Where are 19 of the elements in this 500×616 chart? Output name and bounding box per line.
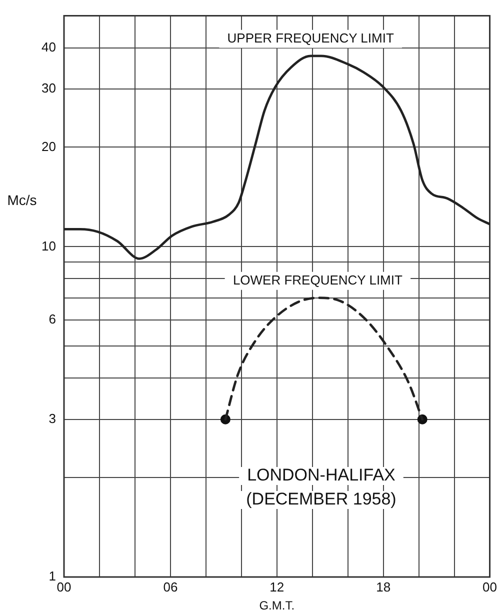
- x-tick-label: 00: [482, 579, 498, 594]
- y-axis-title: Mc/s: [7, 192, 37, 208]
- annotation: (DECEMBER 1958): [246, 490, 396, 509]
- y-tick-label: 3: [48, 410, 56, 426]
- y-tick-label: 6: [48, 312, 56, 327]
- x-tick-label: 06: [163, 579, 178, 594]
- x-tick-label: 12: [270, 579, 284, 594]
- y-tick-label: 10: [42, 238, 56, 254]
- y-tick-label: 40: [42, 39, 56, 54]
- y-tick-label: 1: [48, 568, 56, 584]
- series-label: UPPER FREQUENCY LIMIT: [227, 30, 394, 46]
- y-tick-label: 20: [42, 138, 56, 154]
- y-tick-label: 30: [42, 80, 56, 96]
- x-tick-label: 18: [376, 579, 391, 594]
- x-tick-label: 00: [56, 579, 72, 594]
- x-axis-title: G.M.T.: [259, 598, 295, 612]
- series-label: LOWER FREQUENCY LIMIT: [232, 272, 402, 288]
- line-series: [64, 54, 490, 260]
- annotation: LONDON-HALIFAX: [247, 466, 396, 485]
